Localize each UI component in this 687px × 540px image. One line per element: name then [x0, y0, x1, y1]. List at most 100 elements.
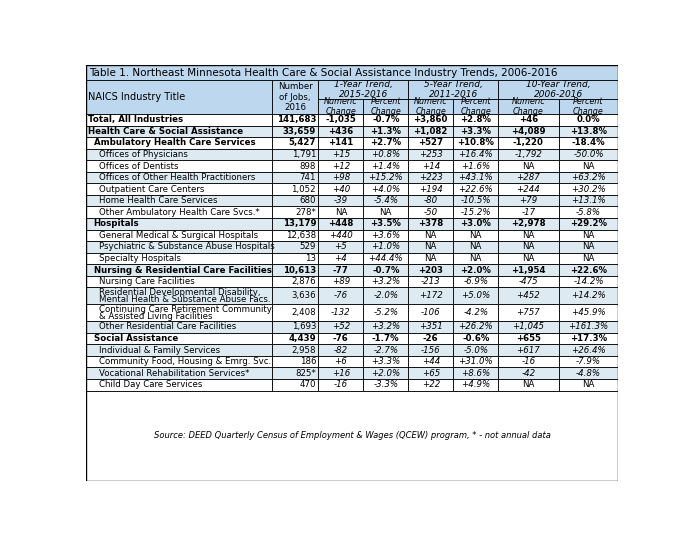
Bar [86, 253, 272, 264]
Text: +1,082: +1,082 [414, 127, 448, 136]
Text: +0.8%: +0.8% [371, 150, 401, 159]
Bar [453, 253, 498, 264]
Bar [86, 195, 272, 206]
Text: +617: +617 [517, 346, 540, 355]
Text: -1,035: -1,035 [326, 116, 357, 124]
Text: +2.8%: +2.8% [460, 116, 491, 124]
Bar [363, 218, 408, 230]
Text: Offices of Physicians: Offices of Physicians [99, 150, 188, 159]
Text: NA: NA [583, 161, 595, 171]
Text: 3,636: 3,636 [291, 291, 316, 300]
Bar [559, 379, 618, 390]
Bar [318, 137, 363, 148]
Text: NA: NA [335, 208, 347, 217]
Text: Outpatient Care Centers: Outpatient Care Centers [99, 185, 205, 194]
Text: +65: +65 [422, 369, 440, 377]
Text: +98: +98 [332, 173, 350, 182]
Bar [363, 379, 408, 390]
Text: & Assisted Living Facilities: & Assisted Living Facilities [99, 312, 212, 321]
Bar [408, 321, 453, 333]
Bar [453, 114, 498, 126]
Text: -5.0%: -5.0% [463, 346, 488, 355]
Text: +22.6%: +22.6% [570, 266, 607, 274]
Bar [559, 137, 618, 148]
Bar [318, 253, 363, 264]
Bar [559, 304, 618, 321]
Text: +287: +287 [517, 173, 540, 182]
Text: +52: +52 [332, 322, 350, 332]
Bar [408, 264, 453, 276]
Text: +161.3%: +161.3% [568, 322, 609, 332]
Bar [86, 321, 272, 333]
Bar [86, 80, 272, 114]
Bar [363, 345, 408, 356]
Text: -1.7%: -1.7% [372, 334, 400, 343]
Bar [408, 253, 453, 264]
Bar [559, 253, 618, 264]
Bar [86, 160, 272, 172]
Bar [453, 230, 498, 241]
Text: Percent
Change: Percent Change [573, 97, 604, 116]
Bar [453, 99, 498, 114]
Bar [408, 195, 453, 206]
Bar [272, 276, 318, 287]
Text: +4.9%: +4.9% [461, 380, 491, 389]
Text: +2,978: +2,978 [511, 219, 545, 228]
Text: NA: NA [380, 208, 392, 217]
Bar [272, 379, 318, 390]
Text: NA: NA [522, 254, 534, 263]
Text: +3.2%: +3.2% [371, 322, 401, 332]
Text: 1,693: 1,693 [291, 322, 316, 332]
Bar [318, 99, 363, 114]
Text: +15: +15 [332, 150, 350, 159]
Bar [498, 148, 559, 160]
Text: 680: 680 [300, 196, 316, 205]
Text: NA: NA [469, 242, 482, 252]
Bar [86, 304, 272, 321]
Bar [498, 276, 559, 287]
Text: +4.0%: +4.0% [371, 185, 401, 194]
Bar [363, 148, 408, 160]
Bar [272, 160, 318, 172]
Bar [453, 126, 498, 137]
Bar [498, 80, 618, 99]
Bar [272, 172, 318, 184]
Text: NA: NA [522, 380, 534, 389]
Bar [272, 137, 318, 148]
Bar [498, 206, 559, 218]
Bar [318, 276, 363, 287]
Bar [559, 114, 618, 126]
Text: 278*: 278* [295, 208, 316, 217]
Text: NA: NA [425, 231, 437, 240]
Bar [86, 230, 272, 241]
Bar [408, 276, 453, 287]
Bar [559, 287, 618, 304]
Text: -2.7%: -2.7% [373, 346, 398, 355]
Bar [408, 218, 453, 230]
Text: -4.8%: -4.8% [576, 369, 601, 377]
Text: -0.7%: -0.7% [372, 116, 400, 124]
Text: NA: NA [522, 242, 534, 252]
Text: +757: +757 [517, 308, 540, 317]
Bar [318, 80, 408, 99]
Bar [318, 367, 363, 379]
Text: +2.0%: +2.0% [371, 369, 401, 377]
Text: 5,427: 5,427 [289, 138, 316, 147]
Text: -7.9%: -7.9% [576, 357, 601, 366]
Bar [559, 160, 618, 172]
Text: +4,089: +4,089 [511, 127, 545, 136]
Bar [559, 218, 618, 230]
Text: +10.8%: +10.8% [458, 138, 494, 147]
Text: +203: +203 [418, 266, 443, 274]
Bar [272, 148, 318, 160]
Bar [272, 241, 318, 253]
Bar [498, 304, 559, 321]
Bar [453, 276, 498, 287]
Bar [498, 230, 559, 241]
Text: +3.5%: +3.5% [370, 219, 401, 228]
Bar [86, 264, 272, 276]
Bar [86, 287, 272, 304]
Bar [559, 321, 618, 333]
Text: +17.3%: +17.3% [570, 334, 607, 343]
Bar [318, 287, 363, 304]
